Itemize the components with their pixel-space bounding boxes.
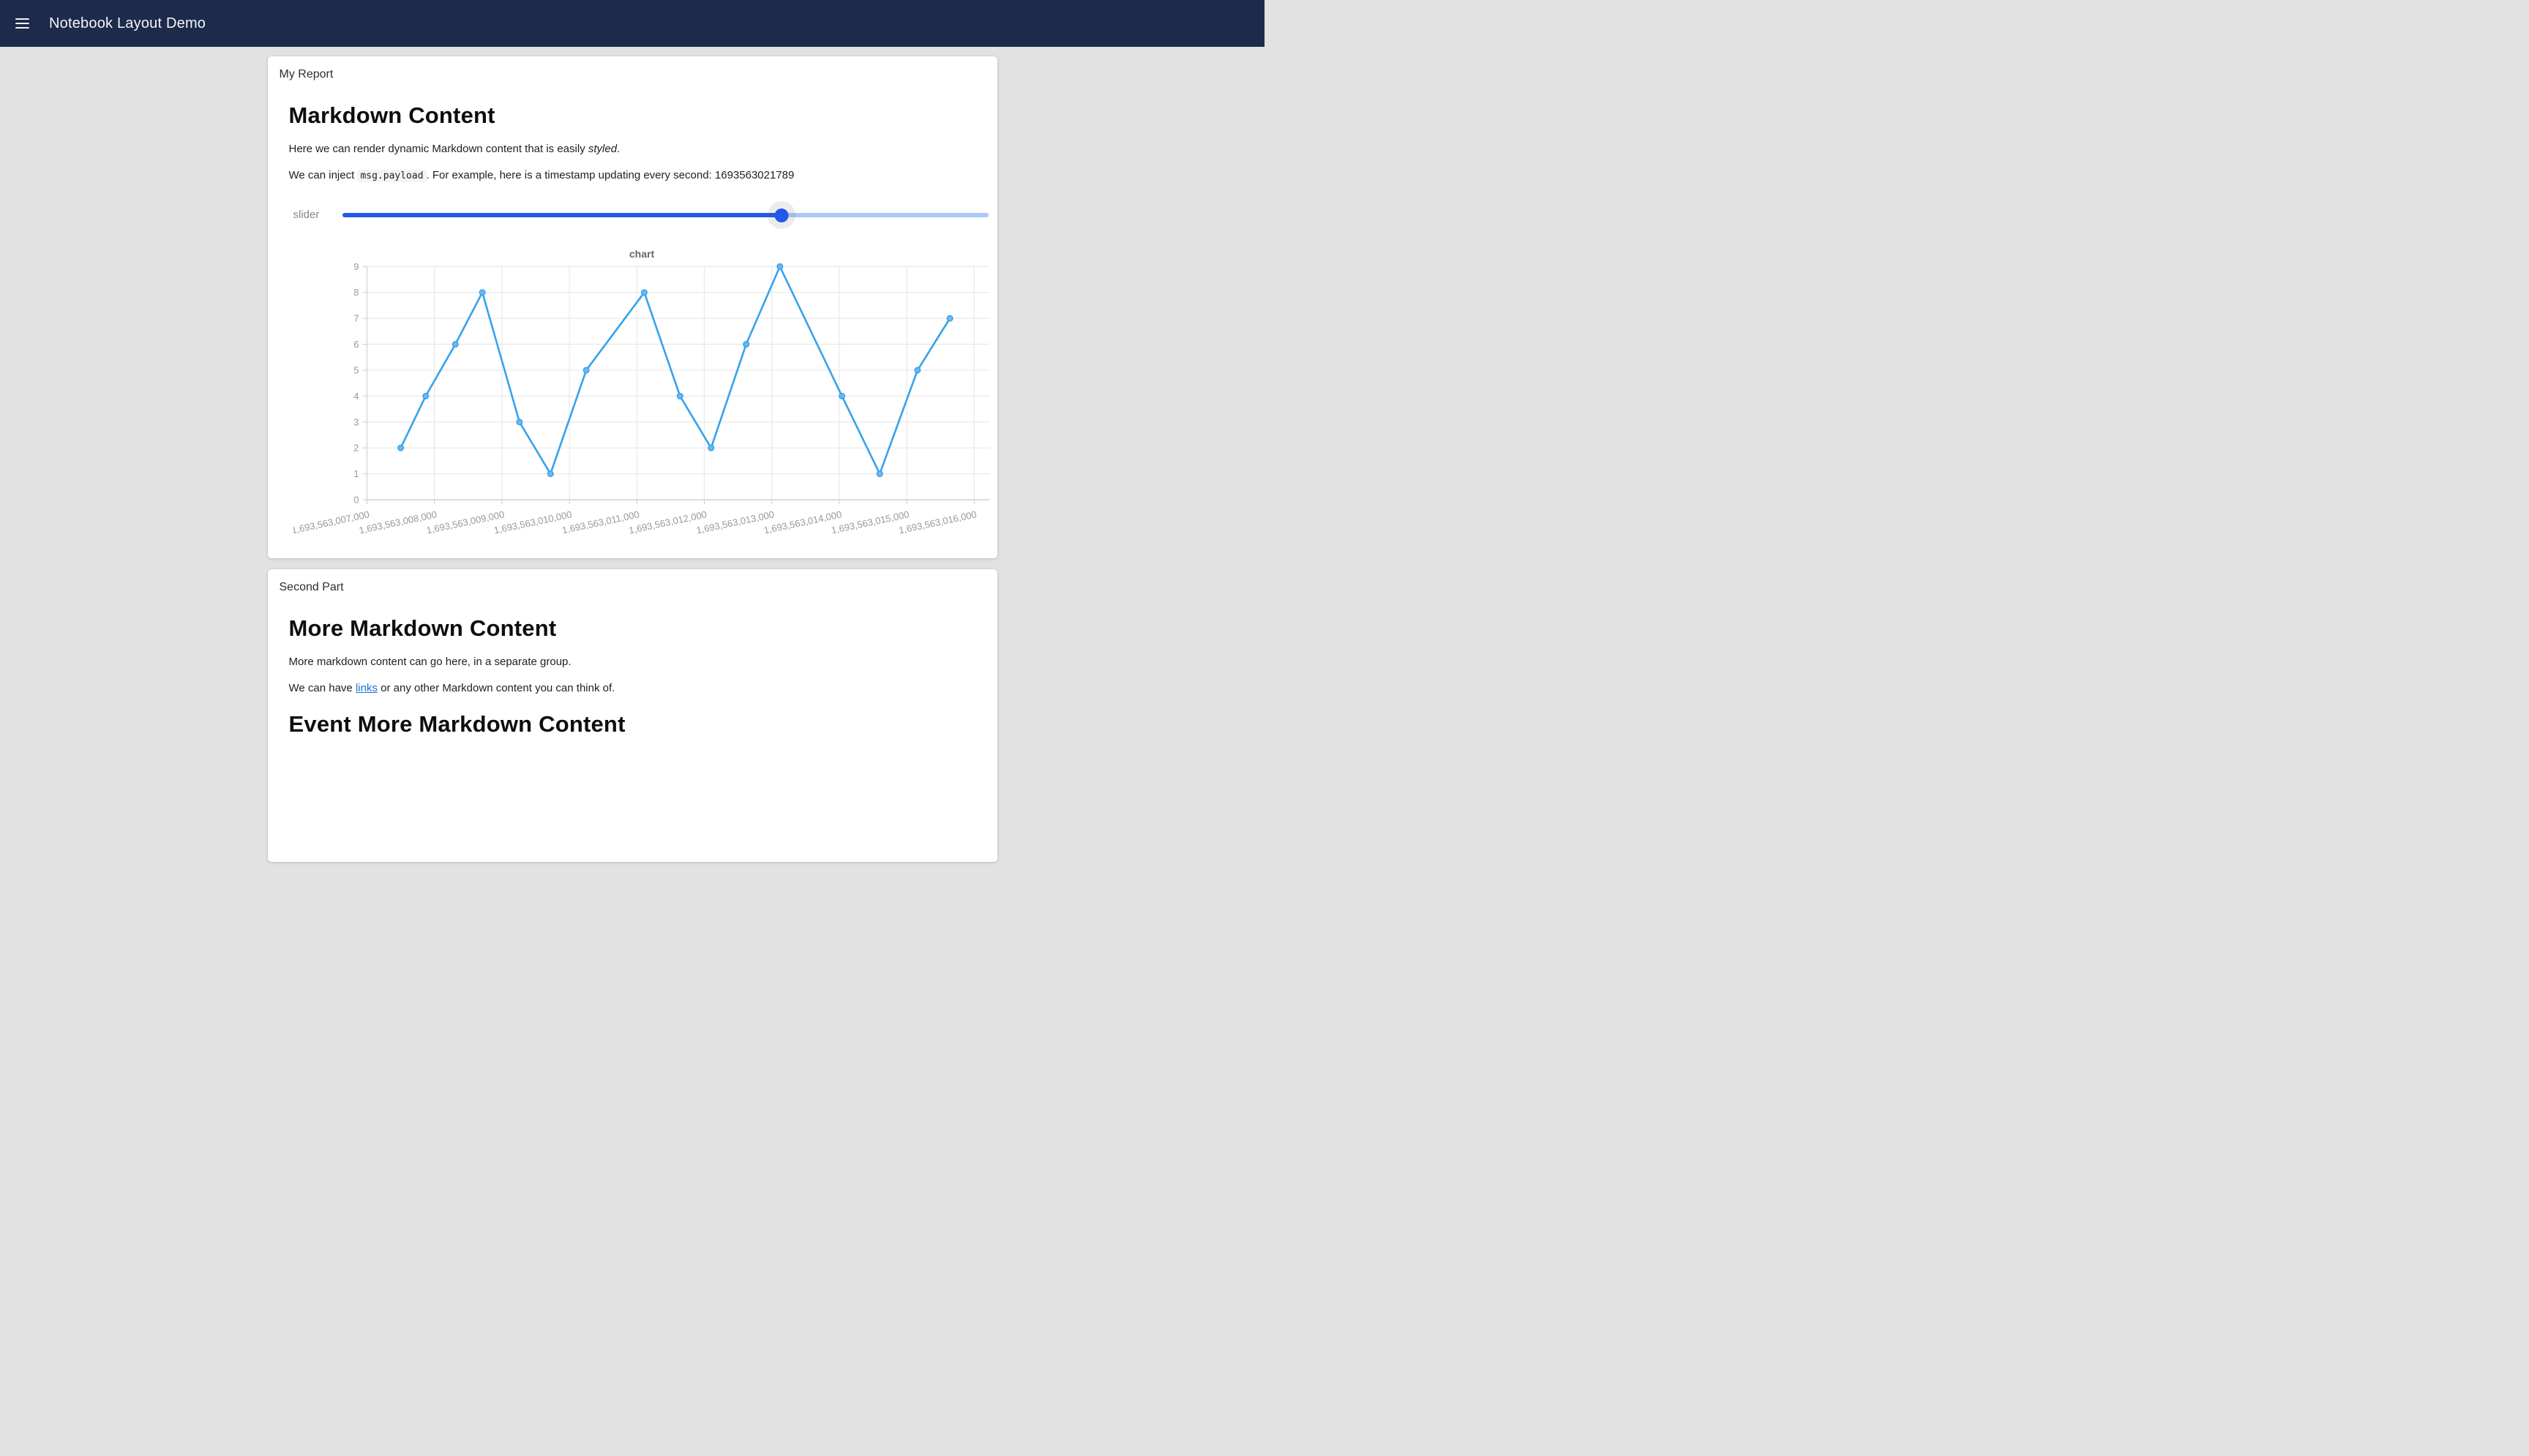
markdown-paragraph-timestamp: We can inject msg.payload. For example, …: [288, 168, 795, 182]
slider-label: slider: [293, 209, 320, 221]
inline-code: msg.payload: [357, 169, 427, 182]
slider-fill: [342, 213, 782, 217]
slider-widget: slider: [268, 200, 997, 230]
svg-text:2: 2: [353, 443, 359, 454]
card-title: Second Part: [279, 580, 344, 593]
links-hyperlink[interactable]: links: [355, 681, 378, 694]
svg-text:8: 8: [353, 287, 359, 298]
chart-canvas[interactable]: 01234567891,693,563,007,0001,693,563,008…: [290, 241, 990, 536]
svg-text:6: 6: [353, 339, 359, 350]
svg-text:7: 7: [353, 313, 359, 324]
svg-text:5: 5: [353, 364, 359, 375]
app-header: Notebook Layout Demo: [0, 0, 1264, 47]
italic-text: styled: [588, 142, 618, 155]
markdown-heading: More Markdown Content: [288, 615, 557, 641]
svg-text:1: 1: [353, 468, 359, 479]
report-card: My Report Markdown Content Here we can r…: [267, 56, 997, 558]
markdown-paragraph-link: We can have links or any other Markdown …: [288, 681, 615, 694]
svg-text:1,693,563,016,000: 1,693,563,016,000: [897, 509, 977, 534]
svg-text:chart: chart: [629, 248, 654, 260]
slider-thumb[interactable]: [774, 208, 789, 222]
svg-text:1,693,563,010,000: 1,693,563,010,000: [492, 509, 572, 534]
markdown-paragraph: Here we can render dynamic Markdown cont…: [288, 142, 621, 155]
menu-icon[interactable]: [12, 9, 41, 38]
dashboard-page: My Report Markdown Content Here we can r…: [267, 56, 997, 862]
svg-text:9: 9: [353, 261, 359, 272]
markdown-heading: Markdown Content: [288, 102, 495, 128]
svg-text:4: 4: [353, 391, 359, 402]
card-title: My Report: [279, 67, 334, 80]
markdown-paragraph: More markdown content can go here, in a …: [288, 655, 572, 668]
svg-text:3: 3: [353, 416, 359, 427]
svg-text:0: 0: [353, 495, 359, 506]
app-title: Notebook Layout Demo: [49, 15, 206, 31]
timestamp-value: 1693563021789: [714, 168, 795, 181]
slider-track[interactable]: [342, 201, 989, 229]
line-chart[interactable]: 0 1 2 3 4 5 6 7 8 9 1,693,563,007,000 1,693,563,008…: [290, 241, 990, 536]
second-part-card: Second Part More Markdown Content More m…: [267, 568, 997, 862]
markdown-heading-clipped: Event More Markdown Content: [288, 710, 626, 737]
